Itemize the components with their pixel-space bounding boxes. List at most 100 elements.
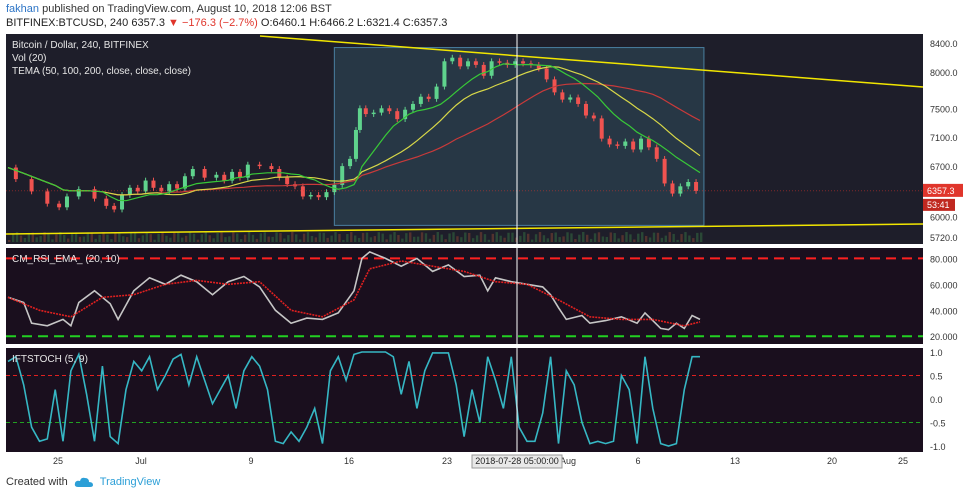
- price-change: ▼ −176.3 (−2.7%): [168, 17, 258, 29]
- volume-bar: [145, 232, 149, 242]
- volume-bar: [440, 234, 443, 242]
- volume-bar: [460, 237, 463, 242]
- volume-bar: [63, 235, 66, 242]
- candle-body: [230, 171, 235, 181]
- volume-bar: [585, 234, 589, 242]
- volume-bar: [487, 239, 491, 242]
- candle-body: [599, 118, 604, 139]
- candle-body: [395, 111, 400, 120]
- volume-bar: [122, 236, 125, 242]
- candle-body: [513, 61, 518, 65]
- candle-body: [387, 108, 392, 112]
- chart-svg[interactable]: 5720.06000.06400.06700.07100.07500.08000…: [0, 32, 974, 472]
- crosshair-date-text: 2018-07-28 05:00:00: [475, 456, 559, 466]
- volume-bar: [354, 235, 357, 242]
- volume-bar: [656, 232, 660, 242]
- tradingview-link[interactable]: TradingView: [99, 476, 161, 488]
- candle-body: [13, 167, 18, 180]
- candle-body: [45, 191, 50, 204]
- candle-body: [214, 174, 219, 178]
- volume-bar: [688, 235, 691, 242]
- rsi-tick-label: 80.000: [930, 254, 958, 264]
- volume-bar: [503, 237, 506, 242]
- x-tick-label: 6: [635, 456, 640, 466]
- candle-body: [237, 171, 242, 178]
- volume-bar: [287, 235, 290, 242]
- volume-bar: [668, 232, 671, 242]
- candle-body: [466, 61, 471, 67]
- candle-body: [135, 187, 140, 192]
- candle-body: [434, 86, 439, 99]
- volume-bar: [86, 232, 90, 242]
- volume-bar: [629, 234, 632, 242]
- rsi-tick-label: 40.000: [930, 306, 958, 316]
- volume-bar: [570, 233, 573, 242]
- candle-body: [694, 182, 699, 191]
- symbol-info: BITFINEX:BTCUSD, 240 6357.3 ▼ −176.3 (−2…: [6, 17, 447, 29]
- volume-bar: [330, 235, 333, 242]
- volume-bar: [625, 232, 628, 242]
- candle-body: [143, 180, 148, 192]
- price-tick-label: 5720.0: [930, 233, 958, 243]
- volume-bar: [554, 232, 557, 242]
- volume-bar: [507, 232, 510, 242]
- x-tick-label: Aug: [560, 456, 576, 466]
- volume-bar: [216, 232, 219, 242]
- volume-bar: [350, 232, 353, 242]
- volume-bar: [605, 236, 609, 242]
- rsi-pane[interactable]: [6, 248, 923, 344]
- volume-bar: [644, 235, 648, 242]
- candle-body: [552, 79, 557, 93]
- candle-body: [379, 108, 384, 113]
- volume-bar: [617, 238, 620, 242]
- volume-bar: [255, 238, 259, 242]
- crosshair-date-tag: [471, 454, 563, 469]
- candle-body: [353, 129, 358, 159]
- pattern-box: [333, 47, 705, 226]
- volume-bar: [334, 232, 337, 242]
- candle-body: [473, 61, 478, 65]
- volume-bar: [420, 232, 424, 242]
- volume-bar: [263, 232, 266, 242]
- x-tick-label: 16: [344, 456, 354, 466]
- volume-bar: [247, 232, 251, 242]
- volume-bar: [424, 233, 428, 242]
- volume-bar: [566, 232, 569, 242]
- candle-body: [489, 61, 494, 76]
- candle-body: [639, 138, 644, 150]
- lower-trendline: [5, 223, 924, 235]
- stoch-indicator-label: IFTSTOCH (5, 9): [12, 354, 88, 365]
- volume-bar: [468, 232, 471, 242]
- author-name[interactable]: fakhan: [6, 3, 40, 15]
- volume-bar: [267, 236, 270, 242]
- volume-bar: [314, 237, 318, 242]
- volume-bar: [283, 238, 286, 242]
- candle-body: [76, 189, 81, 197]
- volume-bar: [15, 232, 19, 242]
- candle-body: [316, 195, 321, 198]
- volume-bar: [700, 232, 703, 242]
- volume-bar: [298, 239, 302, 242]
- candle-body: [410, 103, 415, 110]
- volume-bar: [680, 234, 683, 242]
- volume-bar: [55, 234, 58, 242]
- candle-body: [151, 180, 156, 188]
- volume-bar: [212, 238, 215, 242]
- price-tick-label: 6700.0: [930, 162, 958, 172]
- pane-separator: [6, 244, 923, 248]
- volume-bar: [291, 232, 294, 242]
- volume-bar: [613, 233, 616, 242]
- volume-bar: [381, 233, 384, 242]
- volume-bar: [648, 237, 652, 242]
- candle-body: [450, 57, 455, 62]
- volume-bar: [102, 232, 105, 242]
- volume-bar: [609, 232, 612, 242]
- volume-bar: [106, 234, 109, 242]
- tema-indicator-label: TEMA (50, 100, 200, close, close, close): [12, 66, 191, 77]
- candle-body: [29, 179, 34, 192]
- volume-bar: [444, 239, 447, 242]
- chart-title: Bitcoin / Dollar, 240, BITFINEX: [12, 40, 149, 51]
- volume-bar: [558, 237, 561, 242]
- volume-bar: [114, 233, 117, 242]
- price-pane[interactable]: [6, 34, 923, 244]
